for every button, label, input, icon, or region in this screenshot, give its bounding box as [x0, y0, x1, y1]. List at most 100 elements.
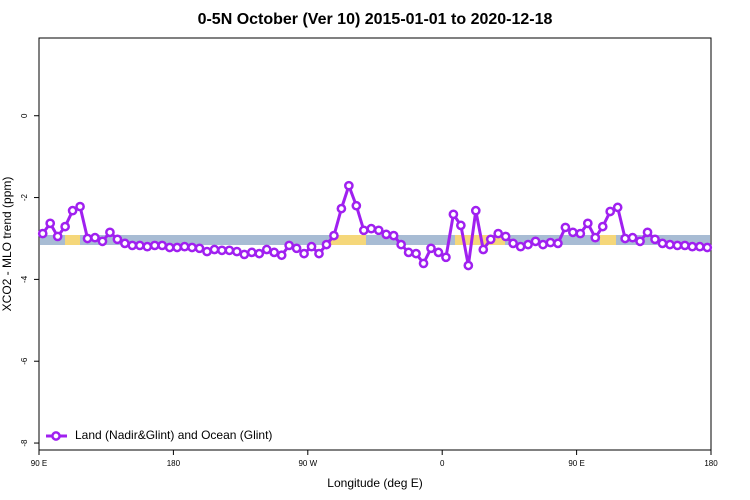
data-point: [97, 236, 108, 247]
data-point: [582, 218, 593, 229]
data-point: [470, 205, 481, 216]
data-point: [426, 243, 436, 254]
data-point: [239, 249, 250, 260]
data-point: [254, 248, 265, 259]
x-tick-label: 180: [167, 459, 181, 468]
data-point: [261, 244, 272, 255]
x-tick-label: 180: [704, 459, 718, 468]
data-point: [485, 234, 496, 245]
data-point: [620, 233, 630, 244]
data-point: [590, 232, 601, 243]
data-point: [411, 248, 421, 259]
data-point: [627, 232, 638, 243]
y-tick-label: -6: [20, 357, 29, 365]
data-point: [336, 203, 347, 214]
data-point: [381, 229, 392, 240]
data-point: [396, 239, 406, 250]
plot-frame: [38, 37, 712, 451]
data-point: [105, 227, 115, 238]
legend-label: Land (Nadir&Glint) and Ocean (Glint): [75, 428, 272, 442]
data-point: [515, 241, 526, 252]
data-point: [463, 260, 474, 271]
data-point: [75, 201, 85, 212]
data-point: [575, 228, 586, 239]
data-point: [500, 231, 511, 242]
data-point: [187, 242, 197, 253]
data-point: [45, 218, 56, 229]
data-point: [224, 245, 235, 256]
data-point: [672, 240, 683, 251]
data-point: [358, 225, 369, 236]
data-point: [366, 223, 377, 234]
data-point: [351, 200, 362, 211]
data-point: [157, 240, 168, 251]
data-point: [545, 237, 556, 248]
data-point: [284, 240, 294, 251]
x-tick-label: 90 E: [31, 459, 47, 468]
data-point: [209, 244, 220, 255]
data-point: [478, 244, 489, 255]
data-point: [329, 230, 339, 241]
data-point: [694, 241, 705, 252]
data-point: [523, 239, 533, 250]
data-point: [321, 239, 332, 250]
x-tick-label: 90 E: [568, 459, 584, 468]
y-axis-label: XCO2 - MLO trend (ppm): [0, 177, 14, 312]
data-point: [568, 227, 578, 238]
data-point: [530, 236, 541, 247]
data-point: [134, 240, 145, 251]
data-point: [418, 258, 429, 269]
data-point: [269, 247, 280, 258]
data-point: [433, 247, 444, 258]
data-point: [172, 242, 182, 253]
data-point: [299, 248, 309, 259]
data-point: [306, 241, 317, 252]
data-point: [232, 246, 242, 257]
data-point: [650, 234, 660, 245]
y-tick-label: -2: [20, 193, 29, 201]
data-point: [508, 238, 518, 249]
data-point: [642, 227, 653, 238]
data-point: [194, 243, 205, 254]
data-point: [493, 228, 504, 239]
data-point: [635, 236, 645, 247]
data-point: [217, 245, 227, 256]
data-point: [164, 242, 175, 253]
data-point: [597, 221, 608, 232]
data-point: [246, 247, 257, 258]
data-point: [120, 238, 130, 249]
data-point: [179, 241, 190, 252]
data-point: [344, 180, 354, 191]
y-tick-label: -8: [20, 439, 29, 447]
data-point: [82, 233, 93, 244]
data-point: [37, 228, 48, 239]
data-point: [456, 220, 466, 231]
x-axis-label: Longitude (deg E): [327, 476, 422, 490]
data-point: [448, 209, 459, 220]
data-point: [142, 241, 153, 252]
data-point: [687, 241, 698, 252]
data-point: [67, 205, 78, 216]
data-point: [403, 247, 414, 258]
chart-title: 0-5N October (Ver 10) 2015-01-01 to 2020…: [198, 11, 553, 28]
data-point: [291, 243, 302, 254]
data-point: [112, 234, 123, 245]
x-tick-label: 90 W: [298, 459, 317, 468]
x-tick-label: 0: [440, 459, 445, 468]
data-point: [441, 252, 451, 263]
data-point: [52, 231, 63, 242]
data-point: [560, 222, 571, 233]
data-point: [665, 239, 675, 250]
data-point: [90, 232, 100, 243]
data-point: [388, 230, 399, 241]
y-tick-label: 0: [20, 113, 29, 118]
data-point: [657, 238, 668, 249]
data-point: [538, 239, 548, 250]
y-tick-label: -4: [20, 275, 29, 283]
legend-marker: [51, 431, 61, 441]
data-point: [605, 206, 616, 217]
data-point: [314, 248, 324, 259]
data-point: [702, 242, 713, 253]
data-point: [612, 202, 623, 213]
